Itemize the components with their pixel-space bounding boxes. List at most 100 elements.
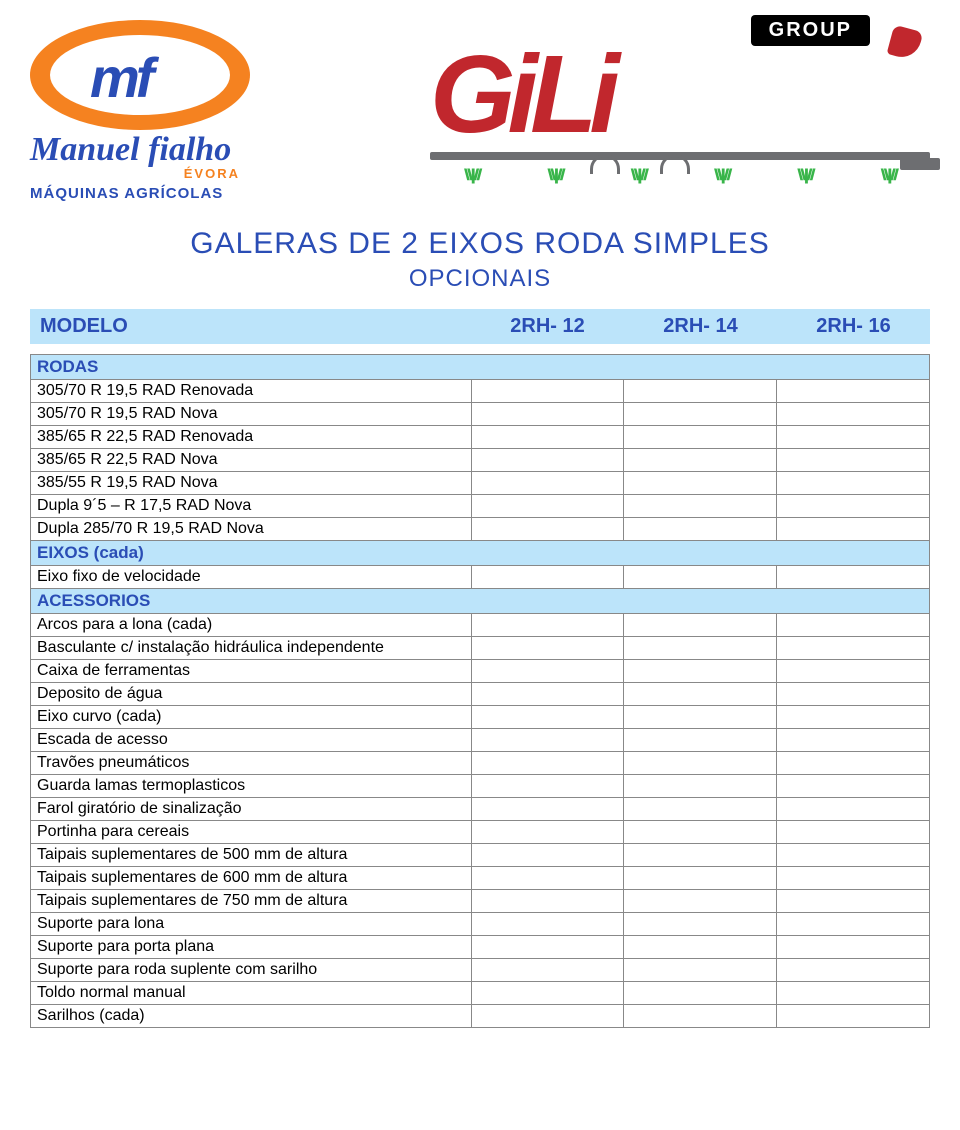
option-value-cell bbox=[471, 614, 624, 637]
option-label: 385/65 R 22,5 RAD Nova bbox=[31, 449, 472, 472]
table-row: Arcos para a lona (cada) bbox=[31, 614, 930, 637]
option-value-cell bbox=[777, 426, 930, 449]
option-value-cell bbox=[471, 798, 624, 821]
option-value-cell bbox=[777, 495, 930, 518]
option-value-cell bbox=[624, 706, 777, 729]
option-value-cell bbox=[777, 614, 930, 637]
option-label: Taipais suplementares de 600 mm de altur… bbox=[31, 867, 472, 890]
option-value-cell bbox=[624, 890, 777, 913]
option-value-cell bbox=[471, 449, 624, 472]
option-label: Eixo fixo de velocidade bbox=[31, 566, 472, 589]
option-value-cell bbox=[471, 495, 624, 518]
option-value-cell bbox=[471, 844, 624, 867]
option-label: Dupla 9´5 – R 17,5 RAD Nova bbox=[31, 495, 472, 518]
model-label: MODELO bbox=[30, 315, 471, 338]
option-value-cell bbox=[777, 518, 930, 541]
option-value-cell bbox=[624, 798, 777, 821]
option-value-cell bbox=[624, 729, 777, 752]
manuel-fialho-logo: mf Manuel fialho ÉVORA MÁQUINAS AGRÍCOLA… bbox=[30, 20, 280, 202]
table-row: Deposito de água bbox=[31, 683, 930, 706]
option-value-cell bbox=[624, 982, 777, 1005]
option-value-cell bbox=[471, 890, 624, 913]
option-value-cell bbox=[624, 1005, 777, 1028]
option-value-cell bbox=[471, 403, 624, 426]
option-value-cell bbox=[624, 472, 777, 495]
mf-letters: mf bbox=[90, 45, 150, 110]
option-value-cell bbox=[777, 472, 930, 495]
model-header-row: MODELO 2RH- 12 2RH- 14 2RH- 16 bbox=[30, 309, 930, 344]
option-value-cell bbox=[777, 752, 930, 775]
option-value-cell bbox=[471, 518, 624, 541]
option-value-cell bbox=[624, 959, 777, 982]
option-label: Caixa de ferramentas bbox=[31, 660, 472, 683]
option-value-cell bbox=[624, 380, 777, 403]
section-header: EIXOS (cada) bbox=[31, 541, 930, 566]
table-row: 305/70 R 19,5 RAD Renovada bbox=[31, 380, 930, 403]
option-label: Taipais suplementares de 500 mm de altur… bbox=[31, 844, 472, 867]
table-row: Taipais suplementares de 600 mm de altur… bbox=[31, 867, 930, 890]
mf-company-name: Manuel fialho bbox=[30, 135, 280, 166]
option-value-cell bbox=[624, 660, 777, 683]
option-value-cell bbox=[471, 472, 624, 495]
option-value-cell bbox=[777, 936, 930, 959]
option-label: 385/55 R 19,5 RAD Nova bbox=[31, 472, 472, 495]
mf-tagline: MÁQUINAS AGRÍCOLAS bbox=[30, 185, 280, 202]
table-row: Taipais suplementares de 500 mm de altur… bbox=[31, 844, 930, 867]
page-subtitle: OPCIONAIS bbox=[30, 265, 930, 293]
option-label: 305/70 R 19,5 RAD Nova bbox=[31, 403, 472, 426]
option-value-cell bbox=[471, 982, 624, 1005]
table-row: Suporte para porta plana bbox=[31, 936, 930, 959]
option-label: Taipais suplementares de 750 mm de altur… bbox=[31, 890, 472, 913]
option-value-cell bbox=[471, 706, 624, 729]
section-header: ACESSORIOS bbox=[31, 589, 930, 614]
table-row: 385/55 R 19,5 RAD Nova bbox=[31, 472, 930, 495]
option-value-cell bbox=[624, 913, 777, 936]
option-label: Suporte para porta plana bbox=[31, 936, 472, 959]
table-row: 385/65 R 22,5 RAD Renovada bbox=[31, 426, 930, 449]
table-row: Basculante c/ instalação hidráulica inde… bbox=[31, 637, 930, 660]
mf-swoosh-icon: mf bbox=[30, 20, 250, 130]
option-value-cell bbox=[777, 706, 930, 729]
option-value-cell bbox=[777, 798, 930, 821]
section-header: RODAS bbox=[31, 355, 930, 380]
table-row: Dupla 9´5 – R 17,5 RAD Nova bbox=[31, 495, 930, 518]
table-row: Sarilhos (cada) bbox=[31, 1005, 930, 1028]
option-value-cell bbox=[777, 959, 930, 982]
option-value-cell bbox=[777, 844, 930, 867]
option-value-cell bbox=[777, 566, 930, 589]
model-col-3: 2RH- 16 bbox=[777, 315, 930, 338]
header-logos: mf Manuel fialho ÉVORA MÁQUINAS AGRÍCOLA… bbox=[30, 20, 930, 202]
table-row: 385/65 R 22,5 RAD Nova bbox=[31, 449, 930, 472]
option-label: Guarda lamas termoplasticos bbox=[31, 775, 472, 798]
option-value-cell bbox=[777, 449, 930, 472]
option-value-cell bbox=[777, 982, 930, 1005]
option-value-cell bbox=[471, 1005, 624, 1028]
option-value-cell bbox=[777, 380, 930, 403]
option-value-cell bbox=[471, 936, 624, 959]
option-value-cell bbox=[624, 426, 777, 449]
option-value-cell bbox=[624, 449, 777, 472]
option-value-cell bbox=[624, 775, 777, 798]
table-row: 305/70 R 19,5 RAD Nova bbox=[31, 403, 930, 426]
table-row: Suporte para lona bbox=[31, 913, 930, 936]
option-value-cell bbox=[624, 683, 777, 706]
gili-banner: GROUP bbox=[751, 15, 870, 46]
table-row: Portinha para cereais bbox=[31, 821, 930, 844]
table-row: Eixo fixo de velocidade bbox=[31, 566, 930, 589]
option-value-cell bbox=[624, 403, 777, 426]
option-value-cell bbox=[624, 821, 777, 844]
option-value-cell bbox=[471, 959, 624, 982]
option-value-cell bbox=[777, 403, 930, 426]
option-value-cell bbox=[777, 729, 930, 752]
option-value-cell bbox=[471, 821, 624, 844]
table-row: Escada de acesso bbox=[31, 729, 930, 752]
option-value-cell bbox=[471, 729, 624, 752]
page-title: GALERAS DE 2 EIXOS RODA SIMPLES bbox=[30, 227, 930, 261]
gili-group-logo: GROUP GiLi \\|//\\|// \\|//\\|// \\|//\\… bbox=[430, 20, 930, 202]
option-value-cell bbox=[777, 660, 930, 683]
option-value-cell bbox=[624, 637, 777, 660]
option-value-cell bbox=[624, 867, 777, 890]
option-value-cell bbox=[471, 637, 624, 660]
option-value-cell bbox=[777, 775, 930, 798]
option-value-cell bbox=[471, 683, 624, 706]
